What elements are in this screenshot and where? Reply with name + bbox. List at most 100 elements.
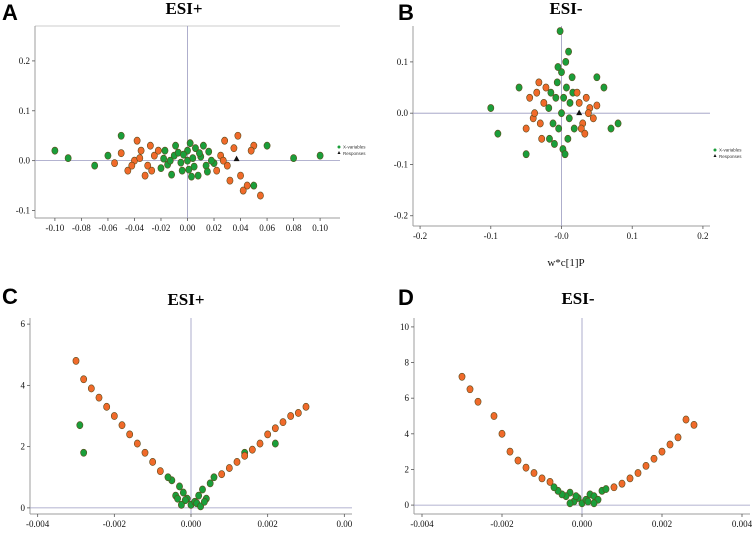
- orange-data-point: [110, 412, 118, 420]
- y-tick-label: 0.1: [19, 106, 30, 116]
- green-data-point: [549, 119, 557, 128]
- green-data-point: [566, 499, 574, 508]
- panel-b-title: ESI-: [549, 0, 582, 18]
- green-data-point: [560, 93, 568, 102]
- x-tick-label: 0.004: [732, 519, 753, 529]
- y-tick-label: 4: [21, 380, 26, 390]
- panel-b-plot-area: -0.2 -0.1 -0.0 0.1 0.2 -0.2 -0.1 0.0 0.1: [394, 26, 710, 241]
- orange-data-point: [239, 186, 247, 195]
- x-tick-label: -0.10: [46, 223, 65, 233]
- green-data-point: [562, 57, 570, 66]
- orange-data-point: [498, 429, 506, 438]
- orange-data-point: [530, 469, 538, 477]
- legend-label-responses: Responses: [343, 151, 366, 156]
- x-tick-label: 0.10: [312, 223, 328, 233]
- orange-data-point: [117, 149, 125, 158]
- green-data-point: [161, 146, 169, 155]
- green-data-point: [186, 139, 194, 148]
- x-tick-label: 0.000: [181, 519, 202, 529]
- orange-data-point: [124, 166, 132, 175]
- orange-data-point: [233, 458, 241, 466]
- green-data-point: [180, 150, 187, 159]
- orange-data-point: [141, 171, 149, 180]
- orange-data-point: [149, 458, 157, 466]
- green-data-point: [271, 439, 279, 448]
- green-data-point: [564, 134, 572, 143]
- panel-letter-a: A: [2, 0, 18, 25]
- green-data-point: [565, 114, 573, 123]
- y-tick-label: -0.1: [394, 159, 408, 169]
- orange-data-point: [302, 402, 310, 411]
- y-tick-label: 4: [405, 429, 410, 439]
- green-data-point: [178, 166, 186, 175]
- green-data-point: [190, 162, 198, 171]
- orange-data-point: [264, 430, 272, 439]
- x-tick-label: -0.0: [554, 231, 569, 241]
- orange-data-point: [589, 114, 597, 123]
- panel-d-title: ESI-: [561, 289, 594, 308]
- orange-data-point: [148, 166, 156, 175]
- orange-data-point: [257, 191, 264, 200]
- green-data-point: [157, 164, 165, 173]
- x-tick-label: -0.02: [152, 223, 171, 233]
- green-data-point: [51, 146, 59, 155]
- green-data-point: [565, 47, 572, 56]
- orange-data-point: [522, 463, 530, 472]
- orange-data-point: [141, 448, 149, 457]
- panel-b-legend: X-variables Responses: [713, 148, 742, 159]
- green-data-point: [189, 154, 197, 163]
- x-tick-label: 0.06: [259, 223, 275, 233]
- green-data-point: [607, 124, 615, 133]
- green-data-point: [201, 497, 208, 506]
- green-data-point: [494, 129, 502, 138]
- x-tick-label: 0.08: [286, 223, 302, 233]
- orange-data-point: [154, 146, 162, 155]
- green-data-point: [177, 158, 185, 167]
- response-marker: [576, 109, 583, 116]
- panel-a-plot-area: -0.10 -0.08 -0.06 -0.04 -0.02 0.00 0.02 0.04 0.0…: [16, 25, 340, 233]
- orange-data-point: [219, 156, 227, 165]
- orange-data-point: [136, 154, 144, 163]
- y-tick-label: 10: [400, 322, 410, 332]
- green-data-point: [602, 485, 610, 493]
- orange-data-point: [118, 421, 126, 430]
- x-tick-label: 0.2: [697, 231, 708, 241]
- panel-b-x-axis-label: w*c[1]P: [547, 257, 584, 269]
- legend-marker-responses: [337, 151, 341, 154]
- green-data-point: [207, 156, 215, 165]
- green-data-point: [76, 421, 84, 430]
- orange-data-point: [230, 144, 238, 153]
- orange-data-point: [144, 161, 152, 170]
- orange-data-point: [221, 136, 229, 145]
- x-tick-label: -0.004: [410, 519, 434, 529]
- legend-label-responses: Responses: [719, 154, 742, 159]
- panel-c-title: ESI+: [167, 290, 204, 309]
- green-data-point: [570, 124, 578, 133]
- legend-marker-responses: [713, 154, 717, 157]
- orange-data-point: [514, 456, 522, 465]
- orange-data-point: [542, 83, 550, 92]
- x-tick-label: 0.00: [336, 519, 352, 529]
- green-data-point: [250, 181, 258, 190]
- orange-data-point: [634, 469, 642, 477]
- orange-data-point: [538, 474, 546, 483]
- orange-data-point: [690, 421, 698, 429]
- green-data-point: [550, 483, 558, 492]
- green-data-point: [316, 151, 324, 160]
- green-data-point: [160, 154, 168, 163]
- green-data-point: [600, 83, 608, 92]
- orange-data-point: [150, 151, 158, 160]
- orange-data-point: [650, 454, 658, 463]
- panel-b: B ESI- -0.2 -0.1 -0.0 0.1 0.2-0.2-0.10.00.1 …: [394, 0, 743, 269]
- orange-data-point: [658, 447, 666, 456]
- green-data-point: [563, 83, 570, 92]
- green-data-point: [561, 150, 569, 159]
- x-tick-label: -0.06: [99, 223, 118, 233]
- panel-a: A ESI+ -0.10 -0.08 -0.06 -0.04 -0.02 0.00 0.02…: [2, 0, 366, 233]
- green-data-point: [199, 485, 206, 494]
- x-tick-label: -0.002: [490, 519, 513, 529]
- orange-data-point: [536, 119, 544, 128]
- orange-data-point: [248, 445, 256, 454]
